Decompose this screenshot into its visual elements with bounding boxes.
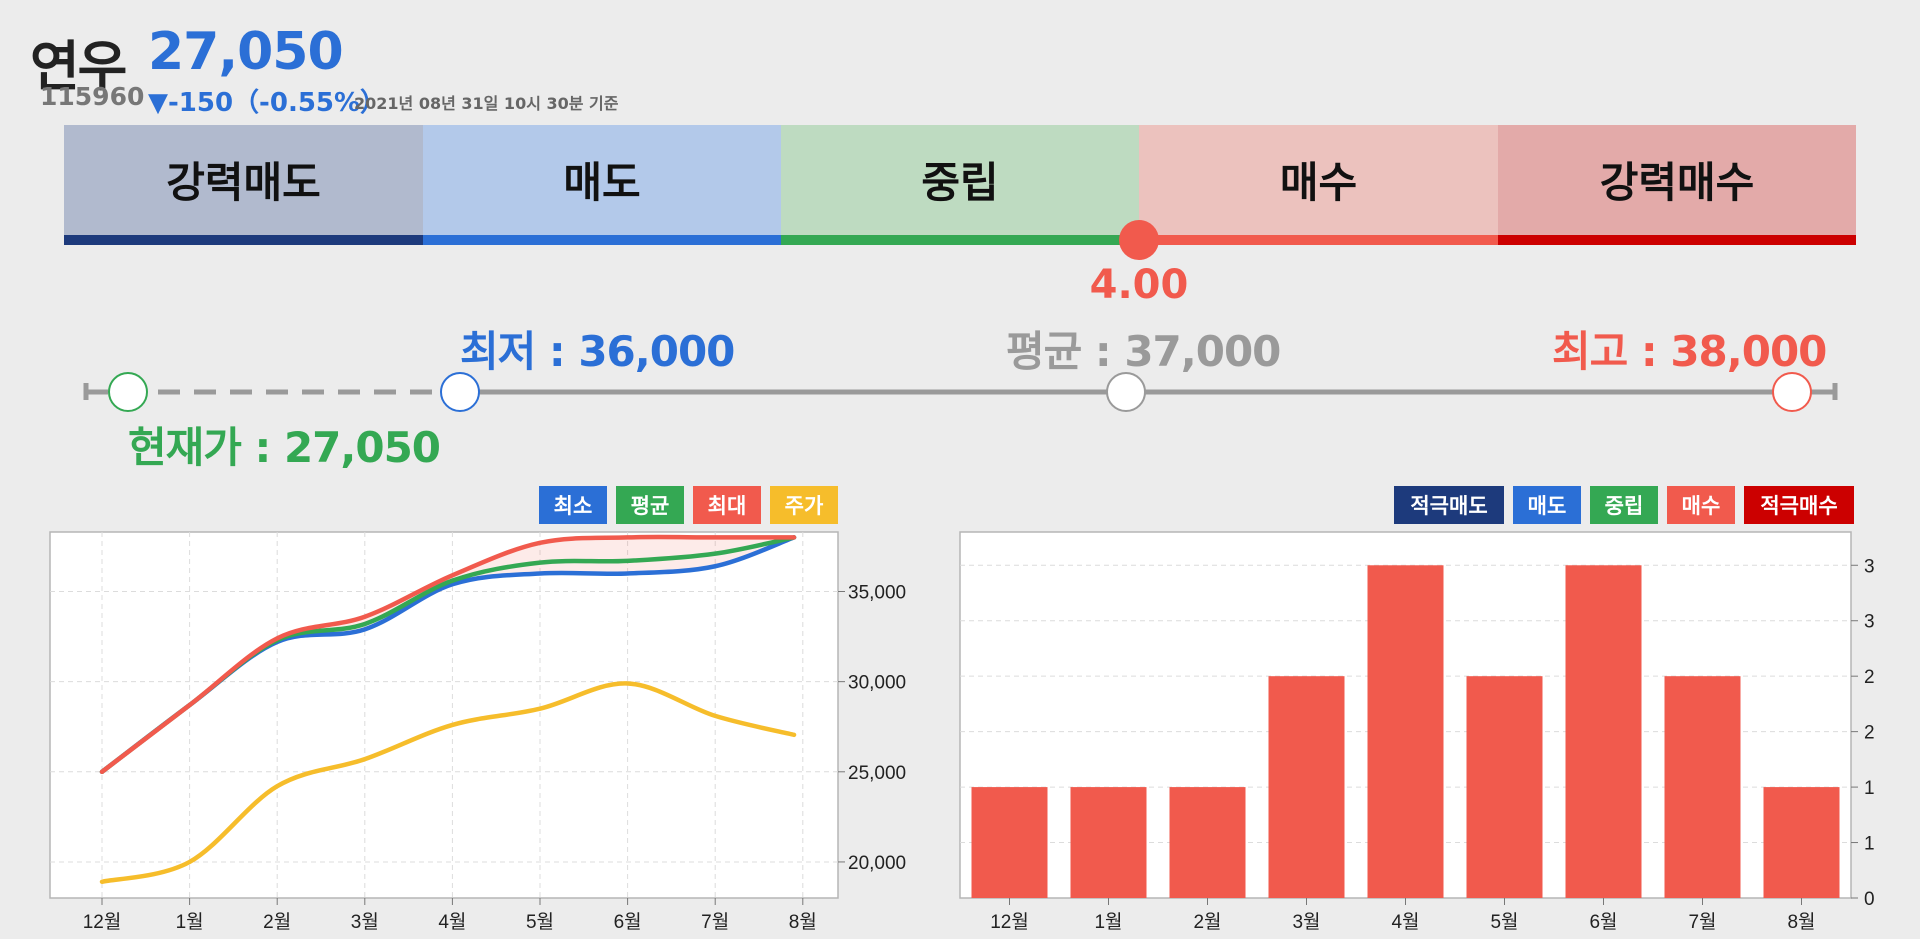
legend-max: 최대 <box>693 486 761 524</box>
x-tick-label: 5월 <box>1490 911 1518 933</box>
avg-target-label: 평균 : 37,000 <box>1006 327 1281 376</box>
legend-sell: 매도 <box>1513 486 1581 524</box>
rating-line <box>64 235 423 245</box>
legend-avg: 평균 <box>616 486 684 524</box>
min-target-label: 최저 : 36,000 <box>460 327 735 376</box>
rating-marker <box>1119 220 1159 260</box>
legend-min: 최소 <box>539 486 607 524</box>
max-target-marker <box>1772 372 1812 412</box>
x-tick-label: 4월 <box>1391 911 1419 933</box>
bar-3월 <box>1268 676 1345 898</box>
legend-price: 주가 <box>770 486 838 524</box>
avg-target-marker <box>1106 372 1146 412</box>
rating-label: 강력매수 <box>1599 157 1755 207</box>
y-tick-label: 0 <box>1864 889 1875 910</box>
y-tick-label: 2 <box>1864 667 1875 688</box>
rating-label: 매수 <box>1279 157 1358 207</box>
current-price-label: 현재가 : 27,050 <box>128 423 441 472</box>
y-tick-label: 20,000 <box>848 853 906 874</box>
x-tick-label: 6월 <box>614 911 642 933</box>
bar-7월 <box>1664 676 1741 898</box>
y-tick-label: 25,000 <box>848 763 906 784</box>
rating-strong-sell: 강력매도 <box>64 125 423 245</box>
x-tick-label: 8월 <box>789 911 817 933</box>
x-tick-label: 6월 <box>1589 911 1617 933</box>
x-tick-label: 7월 <box>701 911 729 933</box>
rating-line <box>1498 235 1856 245</box>
y-tick-label: 3 <box>1864 612 1875 633</box>
stock-price: 27,050 <box>148 22 344 82</box>
y-tick-label: 1 <box>1864 834 1875 855</box>
x-tick-label: 12월 <box>83 911 122 933</box>
x-tick-label: 1월 <box>176 911 204 933</box>
min-target-marker <box>440 372 480 412</box>
rating-label: 강력매도 <box>166 157 321 207</box>
y-tick-label: 3 <box>1864 556 1875 577</box>
legend-strong-buy: 적극매수 <box>1744 486 1854 524</box>
rating-line <box>1139 235 1498 245</box>
stock-name: 연우 <box>30 35 127 98</box>
bar-1월 <box>1070 787 1147 898</box>
bar-4월 <box>1367 565 1444 898</box>
legend-strong-sell: 적극매도 <box>1394 486 1504 524</box>
rating-line <box>423 235 781 245</box>
bar-2월 <box>1169 787 1246 898</box>
x-tick-label: 7월 <box>1688 911 1716 933</box>
x-tick-label: 4월 <box>438 911 466 933</box>
y-tick-label: 30,000 <box>848 673 906 694</box>
y-tick-label: 1 <box>1864 778 1875 799</box>
x-tick-label: 3월 <box>351 911 379 933</box>
series-line-주가 <box>99 681 797 885</box>
x-tick-label: 8월 <box>1787 911 1815 933</box>
current-price-marker <box>108 372 148 412</box>
x-tick-label: 5월 <box>526 911 554 933</box>
x-tick-label: 12월 <box>990 911 1029 933</box>
max-target-label: 최고 : 38,000 <box>1552 327 1827 376</box>
y-tick-label: 2 <box>1864 723 1875 744</box>
rating-strong-buy: 강력매수 <box>1498 125 1856 245</box>
rating-label: 매도 <box>563 157 641 207</box>
bar-5월 <box>1466 676 1543 898</box>
rating-neutral: 중립 <box>781 125 1139 245</box>
x-tick-label: 1월 <box>1094 911 1122 933</box>
rating-score: 4.00 <box>1089 262 1189 308</box>
rating-line <box>781 235 1139 245</box>
legend-buy: 매수 <box>1667 486 1735 524</box>
bar-8월 <box>1763 787 1840 898</box>
x-tick-label: 3월 <box>1292 911 1320 933</box>
legend-neutral: 중립 <box>1590 486 1658 524</box>
bar-12월 <box>971 787 1048 898</box>
price-change: ▼-150（-0.55%） <box>148 88 387 118</box>
rating-buy: 매수 <box>1139 125 1498 245</box>
rating-label: 중립 <box>921 157 999 207</box>
series-line-최대 <box>99 534 797 775</box>
x-tick-label: 2월 <box>263 911 291 933</box>
x-tick-label: 2월 <box>1193 911 1221 933</box>
y-tick-label: 35,000 <box>848 582 906 603</box>
stock-code: 115960 <box>40 82 145 111</box>
rating-bar-chart: 0 1 1 2 2 3 3 12월 1월 2월 3월 4월 5월 6월 7월 8월 <box>959 531 1875 933</box>
target-price-line-chart: 12월 1월 2월 3월 4월 5월 6월 7월 8월 20,000 25,000 30,000 35,… <box>49 531 906 933</box>
bar-6월 <box>1565 565 1642 898</box>
timestamp: 2021년 08년 31일 10시 30분 기준 <box>354 94 619 113</box>
target-track <box>83 383 1838 400</box>
rating-sell: 매도 <box>423 125 781 245</box>
